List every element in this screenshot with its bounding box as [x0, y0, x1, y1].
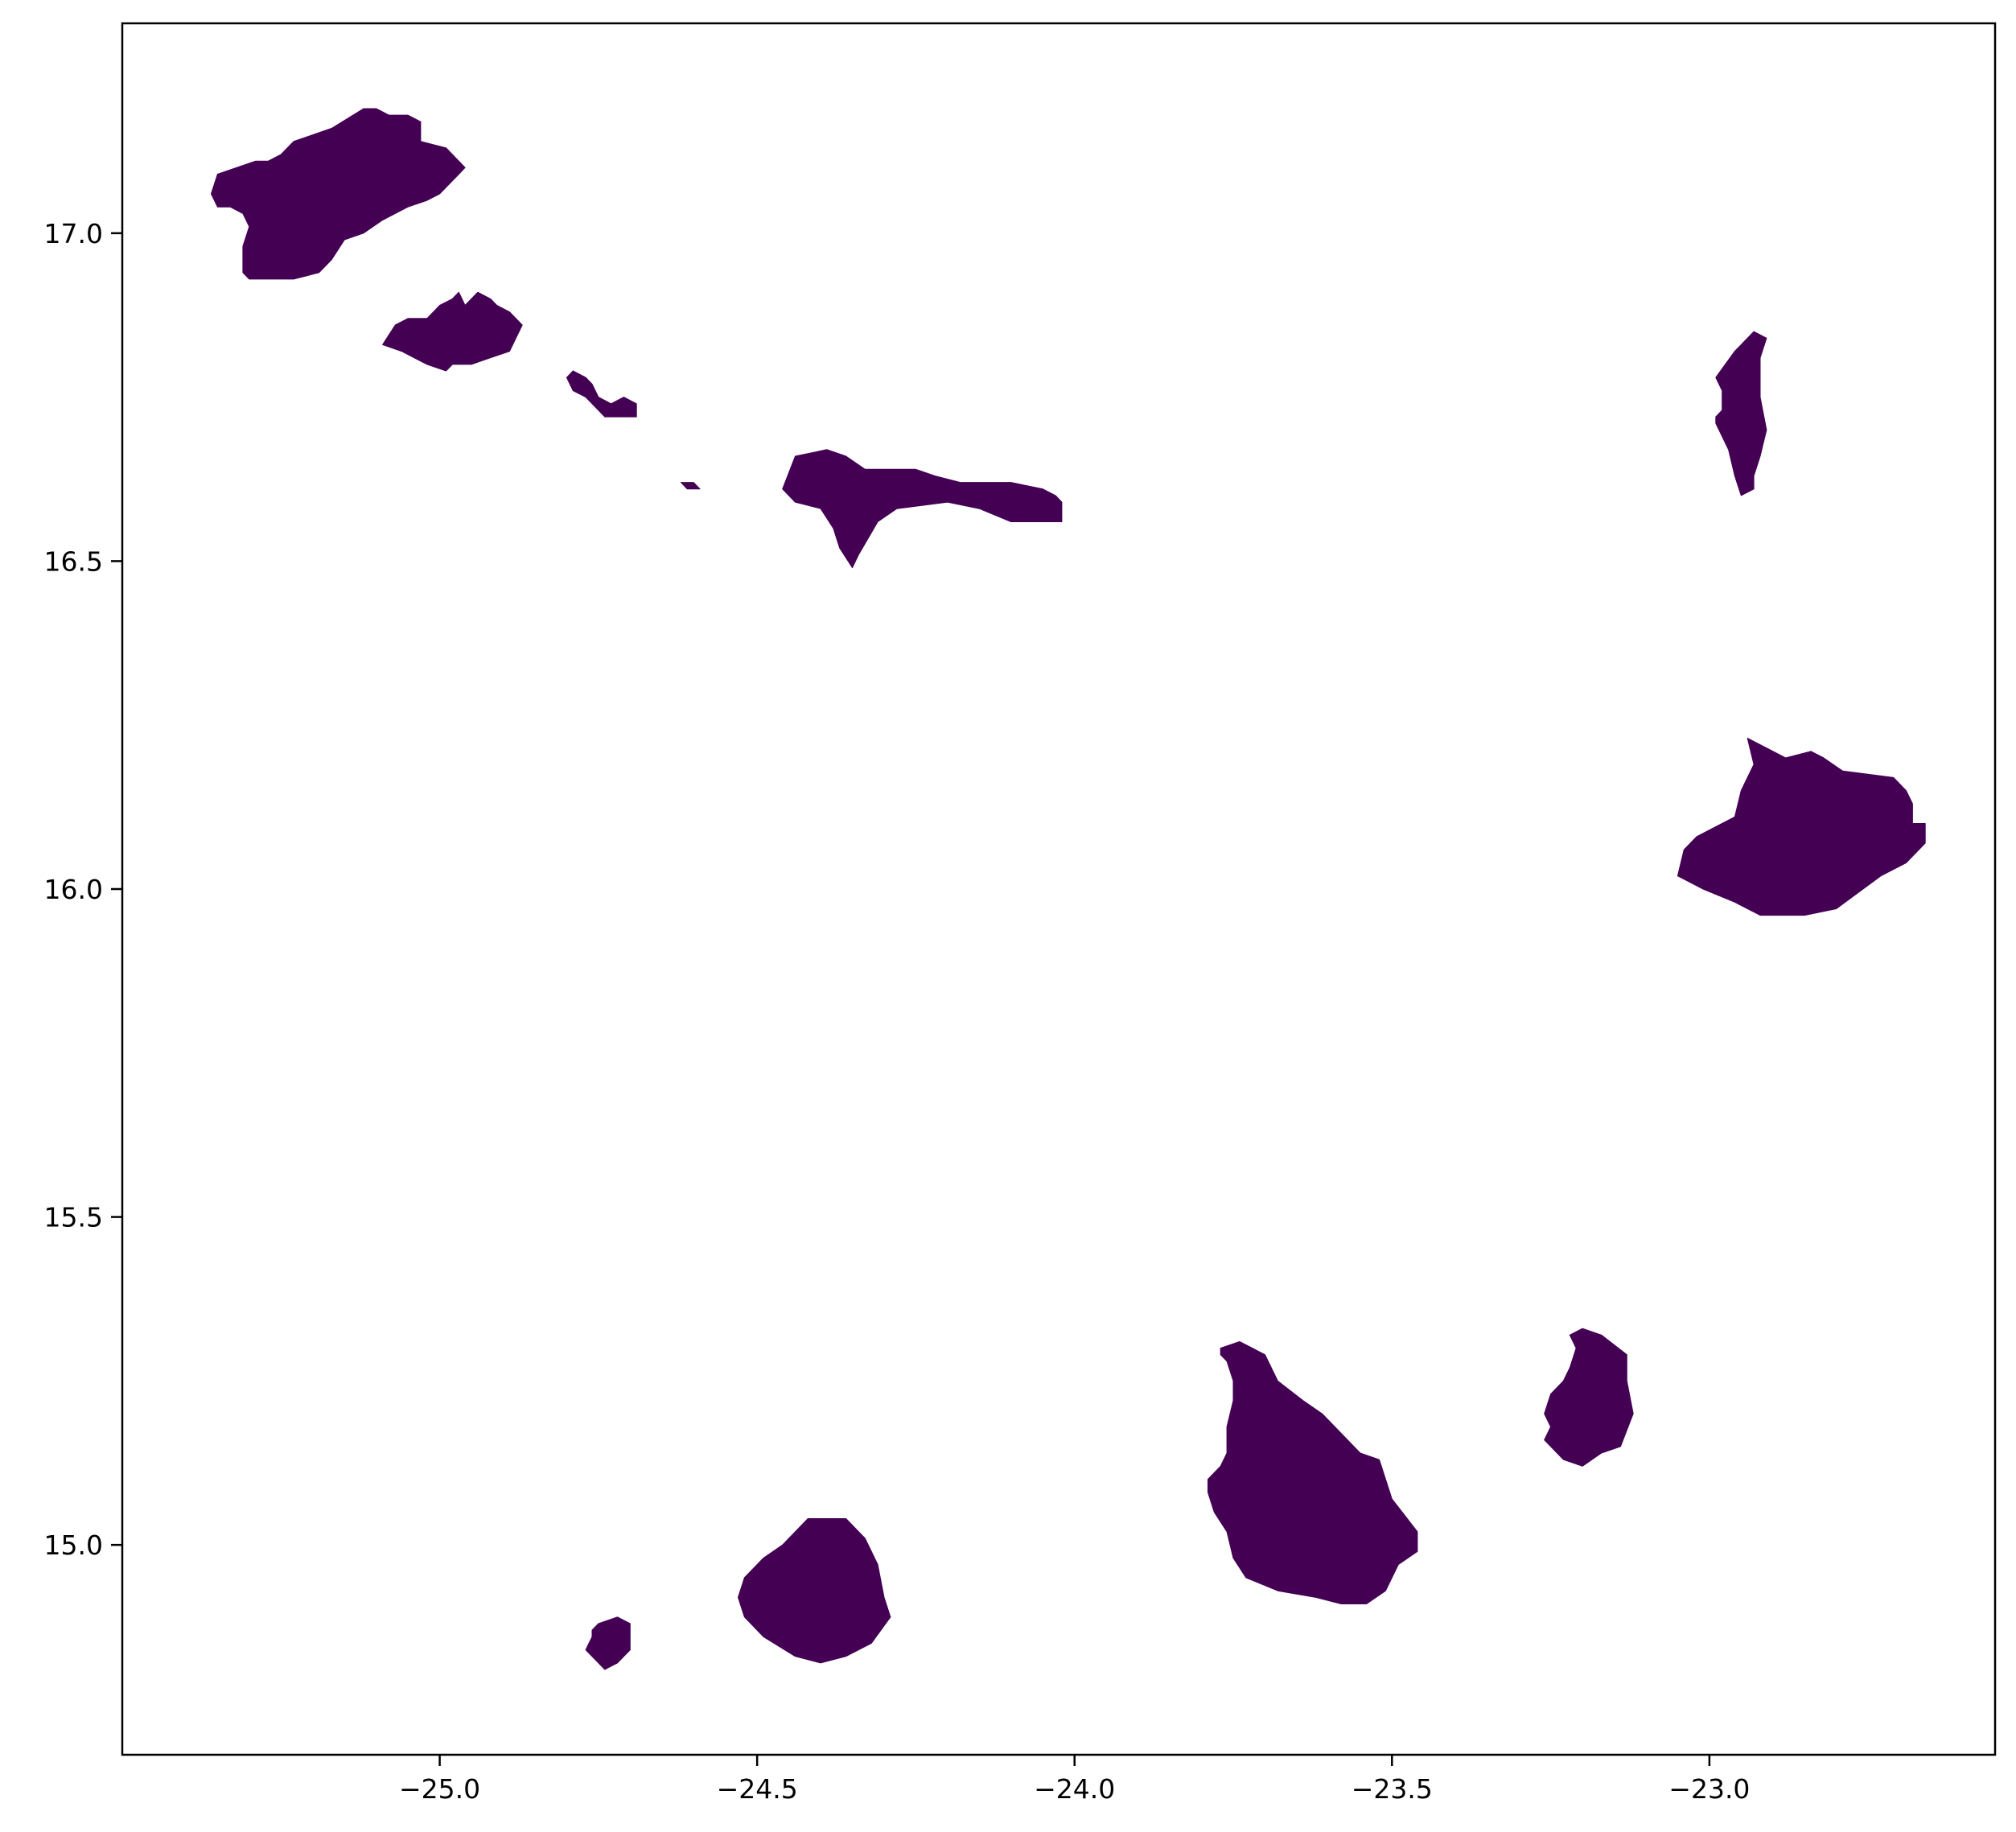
x-axis: −25.0 −24.5 −24.0 −23.5 −23.0 [399, 1755, 1750, 1805]
x-tick-label: −24.5 [717, 1773, 798, 1805]
y-tick-label: 15.5 [44, 1202, 103, 1233]
island-sao-nicolau [782, 449, 1063, 569]
island-santiago [1208, 1341, 1418, 1604]
y-tick-label: 16.5 [44, 545, 103, 577]
islands-layer [211, 108, 1926, 1670]
island-raso [681, 482, 701, 490]
island-brava [585, 1616, 631, 1670]
island-sao-vicente [382, 291, 523, 372]
x-tick-label: −23.0 [1668, 1773, 1750, 1805]
y-tick-label: 15.0 [44, 1529, 103, 1561]
x-tick-label: −25.0 [399, 1773, 480, 1805]
island-sal [1715, 331, 1767, 496]
y-tick-label: 17.0 [44, 218, 103, 249]
island-fogo [738, 1518, 891, 1664]
island-maio [1544, 1328, 1634, 1467]
island-santo-antao [211, 108, 466, 280]
y-axis: 15.0 15.5 16.0 16.5 17.0 [44, 218, 122, 1561]
x-tick-label: −24.0 [1034, 1773, 1115, 1805]
island-santa-luzia [566, 370, 637, 418]
x-tick-label: −23.5 [1352, 1773, 1433, 1805]
island-boa-vista [1677, 738, 1926, 916]
y-tick-label: 16.0 [44, 874, 103, 905]
